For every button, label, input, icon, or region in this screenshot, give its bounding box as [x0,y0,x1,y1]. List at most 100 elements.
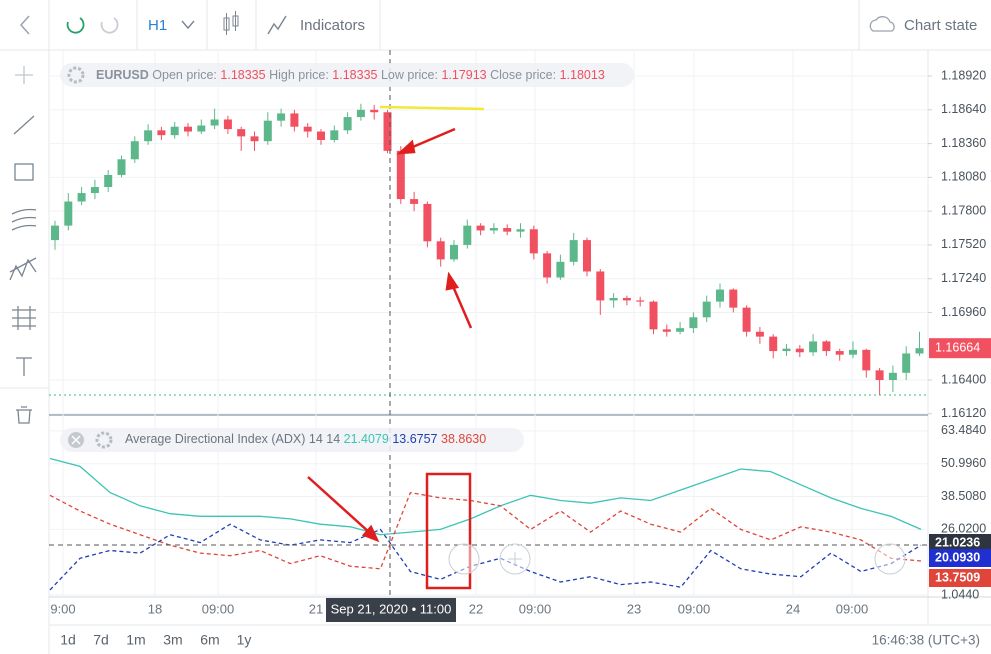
pattern-tool[interactable] [9,257,37,281]
x-tick-label: 23 [627,601,641,616]
legend-pill [60,63,634,87]
settings-icon[interactable] [67,66,85,84]
y-tick-label: 1.17520 [941,237,986,251]
candle-body [862,349,871,371]
candle-body [742,307,751,332]
range-button[interactable]: 7d [93,632,109,648]
back-button[interactable] [19,15,30,35]
candles [51,103,924,395]
crosshair-time: Sep 21, 2020 • 11:00 [331,601,452,616]
last-price-box [929,338,991,359]
candle-body [463,225,472,245]
candle-body [689,317,698,329]
dropdown[interactable] [181,20,195,30]
candle-body [702,301,711,318]
range-button[interactable]: 1d [60,632,76,648]
candle-body [290,113,299,127]
plus-icon[interactable] [508,552,522,566]
crosshair-time-box [326,598,456,622]
scroll-button[interactable] [874,543,906,575]
y-tick-label: 1.18360 [941,136,986,150]
axes: 1.18920 1.18640 1.18360 1.18080 1.17800 1.175… [50,68,991,616]
candle-body [223,119,232,130]
candle-body [636,300,645,302]
drawn-line[interactable] [379,105,485,111]
candle-body [450,244,458,260]
draw-button[interactable] [448,543,480,575]
candle-body [888,372,897,381]
x-tick-label: 18 [148,601,162,616]
chart-type-button[interactable] [223,11,239,35]
indicators-button[interactable]: Indicators [300,17,365,34]
delete-tool[interactable] [16,406,32,424]
rect-tool[interactable] [14,163,34,181]
legend-text: Close price: [490,68,556,82]
left-toolbar [9,66,37,424]
timeframe[interactable]: H1 [148,17,167,34]
candle-body [835,351,844,355]
range-button[interactable]: 1y [237,632,252,648]
text-tool[interactable] [16,357,32,376]
candle-body [716,289,724,302]
close-icon[interactable] [71,435,81,445]
crosshair-tool[interactable] [15,66,33,84]
y-tick-label: 1.18920 [941,68,986,82]
x-tick-label: 09:00 [836,601,869,616]
last-price-label: 1.16664 [935,340,980,354]
candle-body [902,353,911,373]
clock: 16:46:38 (UTC+3) [872,633,980,648]
y-tick-label: 26.0200 [941,522,986,536]
adx-lines [49,457,922,591]
range-button[interactable]: 3m [163,632,182,648]
candle-body [529,229,538,254]
x-tick-label: 9:00 [50,601,75,616]
redo-button[interactable] [100,17,119,34]
candle-body [875,370,884,381]
x-tick-label: 21 [309,601,323,616]
candle-body [662,329,671,332]
x-tick-label: 22 [469,601,483,616]
adx-line [49,491,922,570]
line-tool[interactable] [13,115,35,135]
price-legend: EURUSD Open price: 1.18335 High price: 1… [96,68,605,82]
legend-text: 1.18335 [220,68,265,82]
y-tick-label: 1.16960 [941,305,986,319]
settings-icon[interactable] [95,431,113,449]
candle-body [410,199,419,204]
range-button[interactable]: 6m [200,632,219,648]
indicators-icon[interactable] [267,15,287,35]
candle-body [396,150,405,200]
candle-body [543,253,552,278]
candle-body [476,225,485,231]
candle-body [157,130,166,136]
undo-button[interactable] [66,17,85,34]
value-box [929,534,991,552]
candle-body [250,136,259,142]
candle-body [383,112,392,151]
candle-body [622,297,631,301]
top-toolbar [48,0,860,50]
adx-line [49,457,922,536]
x-tick-label: 09:00 [519,601,552,616]
legend-text: 38.8630 [441,432,486,446]
range-button[interactable]: 1m [126,632,145,648]
chart-state-button[interactable]: Chart state [904,17,977,34]
candle-body [64,201,73,226]
channel-tool[interactable] [11,208,37,231]
candle-body [729,289,738,308]
bottom-bar: 1d 7d 1m 3m 6m 1y [60,632,251,648]
y-tick-label: 63.4840 [941,423,986,437]
candle-body [782,348,791,352]
candle-body [370,109,379,113]
candle-body [676,328,685,332]
legend-text: 1.18013 [560,68,605,82]
candle-body [197,125,206,132]
candle-body [210,119,219,126]
legend-text: EURUSD [96,68,149,82]
legend-text: High price: [269,68,329,82]
fib-tool[interactable] [12,306,36,330]
y-tick-label: 1.18640 [941,102,986,116]
cloud-icon[interactable] [869,16,895,32]
